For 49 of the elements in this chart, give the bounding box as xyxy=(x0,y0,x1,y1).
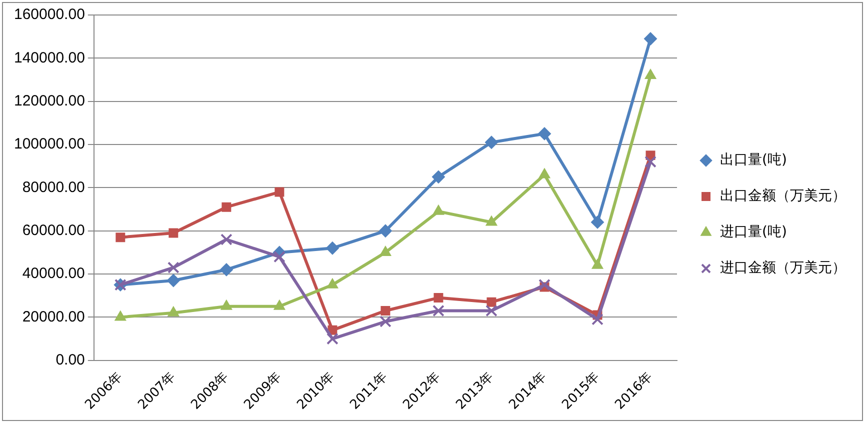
point xyxy=(222,202,232,212)
y-tick-label: 40000.00 xyxy=(22,265,85,282)
point xyxy=(220,300,232,310)
point xyxy=(484,136,498,149)
point xyxy=(326,278,338,288)
legend-label: 出口金额（万美元） xyxy=(720,188,846,204)
point xyxy=(220,234,232,246)
legend-label: 出口量(吨) xyxy=(720,152,787,168)
point xyxy=(538,168,550,178)
point xyxy=(644,156,656,168)
point xyxy=(274,187,284,197)
point xyxy=(538,127,551,140)
point xyxy=(644,32,657,46)
point xyxy=(538,278,550,291)
point xyxy=(432,304,444,317)
point xyxy=(432,204,444,215)
y-tick-label: 160000.00 xyxy=(14,6,85,24)
point xyxy=(326,332,338,345)
point xyxy=(380,246,392,256)
y-tick-label: 140000.00 xyxy=(14,49,85,66)
point xyxy=(486,304,498,317)
y-tick-label: 0.00 xyxy=(56,352,85,369)
point xyxy=(274,300,286,310)
point xyxy=(592,258,604,269)
point xyxy=(434,293,444,303)
point xyxy=(380,316,392,328)
point xyxy=(380,306,390,316)
point xyxy=(168,228,178,238)
point xyxy=(116,232,126,242)
point xyxy=(326,242,339,255)
point xyxy=(166,274,180,288)
point xyxy=(378,224,392,238)
point xyxy=(590,216,604,229)
point xyxy=(432,170,445,184)
point xyxy=(167,262,180,274)
legend-label: 进口金额（万美元） xyxy=(720,260,846,276)
point xyxy=(486,216,498,226)
legend-label: 进口量(吨) xyxy=(720,224,787,240)
y-tick-label: 80000.00 xyxy=(22,178,85,196)
y-tick-label: 20000.00 xyxy=(22,308,85,326)
point xyxy=(220,263,233,276)
point xyxy=(114,310,126,321)
point xyxy=(592,313,604,326)
point xyxy=(486,297,496,307)
y-tick-label: 120000.00 xyxy=(14,92,85,110)
point xyxy=(168,306,180,316)
point xyxy=(273,250,286,263)
y-tick-label: 60000.00 xyxy=(22,222,85,240)
y-tick-label: 100000.00 xyxy=(14,136,85,153)
